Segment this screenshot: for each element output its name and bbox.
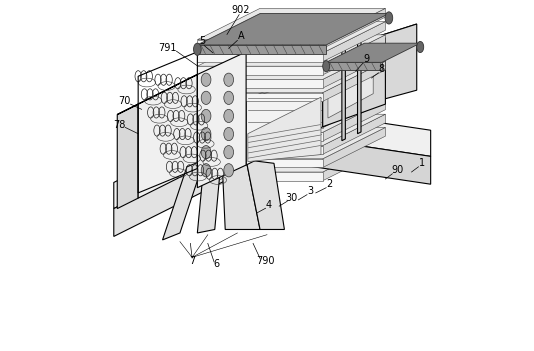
Polygon shape	[198, 61, 386, 93]
Polygon shape	[198, 40, 323, 48]
Polygon shape	[198, 119, 323, 128]
Polygon shape	[379, 24, 417, 101]
Ellipse shape	[201, 127, 211, 141]
Polygon shape	[326, 62, 382, 70]
Polygon shape	[198, 48, 386, 79]
Polygon shape	[323, 101, 386, 141]
Polygon shape	[246, 62, 323, 165]
Text: 70: 70	[118, 95, 130, 106]
Polygon shape	[222, 153, 260, 230]
Text: 2: 2	[327, 179, 333, 189]
Polygon shape	[323, 35, 386, 75]
Polygon shape	[323, 114, 386, 154]
Text: 4: 4	[266, 200, 272, 210]
Polygon shape	[326, 43, 420, 62]
Text: 5: 5	[200, 37, 206, 46]
Ellipse shape	[193, 43, 201, 55]
Polygon shape	[117, 104, 138, 208]
Polygon shape	[267, 132, 430, 184]
Polygon shape	[342, 48, 345, 141]
Polygon shape	[198, 45, 326, 54]
Ellipse shape	[201, 91, 211, 105]
Text: 791: 791	[159, 44, 177, 53]
Polygon shape	[198, 114, 386, 146]
Polygon shape	[323, 141, 386, 181]
Text: 6: 6	[214, 259, 219, 269]
Polygon shape	[198, 101, 386, 132]
Text: 90: 90	[391, 165, 404, 175]
Polygon shape	[198, 172, 323, 181]
Polygon shape	[198, 106, 323, 114]
Polygon shape	[198, 35, 386, 66]
Text: 8: 8	[379, 64, 385, 74]
Polygon shape	[198, 14, 389, 45]
Polygon shape	[246, 160, 285, 230]
Polygon shape	[138, 74, 198, 198]
Polygon shape	[198, 79, 323, 88]
Polygon shape	[198, 53, 323, 62]
Polygon shape	[198, 21, 386, 53]
Text: 902: 902	[232, 5, 250, 15]
Polygon shape	[198, 52, 246, 188]
Ellipse shape	[323, 61, 329, 72]
Polygon shape	[323, 88, 386, 128]
Polygon shape	[198, 8, 386, 40]
Polygon shape	[198, 66, 323, 75]
Polygon shape	[114, 106, 430, 208]
Polygon shape	[198, 153, 222, 233]
Polygon shape	[246, 38, 386, 101]
Ellipse shape	[224, 110, 233, 122]
Text: 3: 3	[308, 186, 313, 196]
Ellipse shape	[201, 146, 211, 159]
Ellipse shape	[224, 127, 233, 141]
Polygon shape	[323, 48, 386, 88]
Text: 1: 1	[419, 158, 425, 168]
Polygon shape	[358, 41, 361, 134]
Polygon shape	[323, 24, 417, 62]
Text: 790: 790	[256, 256, 274, 266]
Polygon shape	[198, 159, 323, 167]
Polygon shape	[198, 127, 386, 159]
Polygon shape	[198, 132, 323, 141]
Polygon shape	[162, 160, 205, 240]
Ellipse shape	[417, 41, 423, 53]
Polygon shape	[198, 93, 323, 101]
Text: 78: 78	[113, 120, 125, 130]
Polygon shape	[198, 141, 386, 172]
Text: 7: 7	[189, 256, 195, 266]
Polygon shape	[323, 38, 386, 127]
Polygon shape	[198, 88, 386, 119]
Polygon shape	[323, 61, 386, 101]
Text: 30: 30	[285, 193, 297, 203]
Ellipse shape	[201, 73, 211, 86]
Ellipse shape	[385, 12, 392, 24]
Polygon shape	[114, 132, 267, 237]
Text: 9: 9	[363, 54, 370, 64]
Ellipse shape	[201, 110, 211, 122]
Polygon shape	[323, 21, 386, 62]
Polygon shape	[248, 97, 321, 161]
Polygon shape	[323, 127, 386, 167]
Ellipse shape	[224, 73, 233, 86]
Polygon shape	[328, 45, 373, 118]
Polygon shape	[323, 8, 386, 48]
Polygon shape	[323, 36, 379, 127]
Ellipse shape	[224, 164, 233, 177]
Ellipse shape	[201, 164, 211, 177]
Polygon shape	[198, 74, 386, 106]
Polygon shape	[198, 146, 323, 154]
Polygon shape	[117, 74, 198, 114]
Ellipse shape	[224, 146, 233, 159]
Polygon shape	[323, 74, 386, 114]
Ellipse shape	[224, 91, 233, 105]
Text: A: A	[238, 31, 244, 41]
